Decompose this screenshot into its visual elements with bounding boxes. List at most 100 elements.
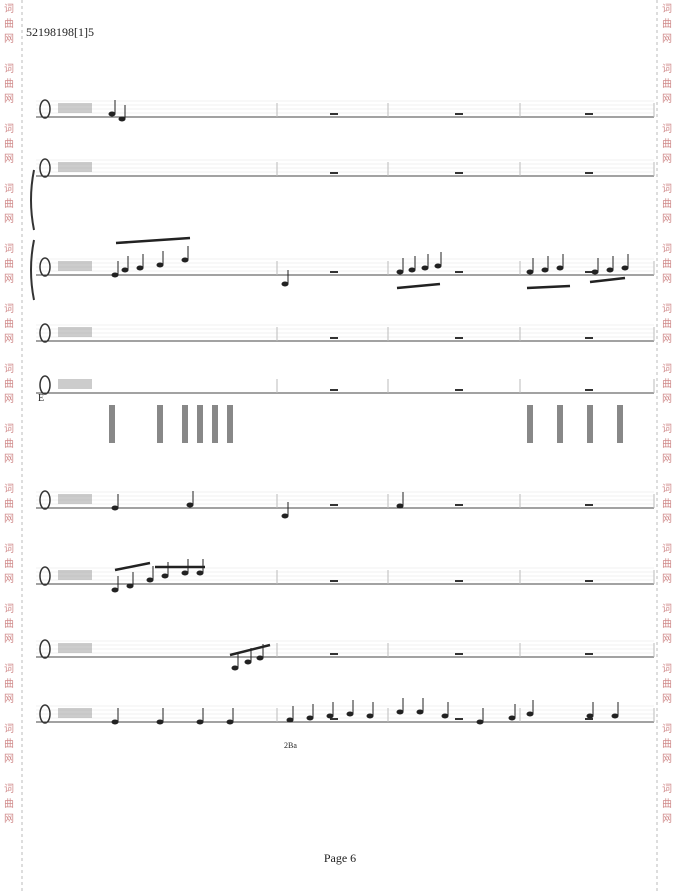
beam — [229, 643, 271, 657]
note-head — [136, 265, 144, 271]
percussion-note — [182, 405, 188, 443]
note-head — [396, 503, 404, 509]
clef — [39, 99, 51, 119]
watermark: 曲 — [662, 678, 672, 690]
note-head — [181, 257, 189, 263]
rest — [330, 271, 338, 273]
watermark: 网 — [4, 213, 14, 225]
note-head — [244, 659, 252, 665]
rest — [455, 718, 463, 720]
rest — [330, 113, 338, 115]
note-head — [161, 573, 169, 579]
watermark: 词 — [662, 183, 672, 195]
note-head — [286, 717, 294, 723]
clef — [39, 704, 51, 724]
watermark: 词 — [662, 603, 672, 615]
watermark: 曲 — [4, 18, 14, 30]
watermark: 词 — [662, 3, 672, 15]
note-head — [118, 116, 126, 122]
watermark: 曲 — [662, 798, 672, 810]
watermark: 词 — [662, 363, 672, 375]
watermark: 网 — [662, 633, 672, 645]
watermark: 曲 — [662, 558, 672, 570]
watermark: 词 — [4, 183, 14, 195]
rest — [455, 389, 463, 391]
watermark: 词 — [662, 663, 672, 675]
note-head — [441, 713, 449, 719]
percussion-note — [109, 405, 115, 443]
rest — [585, 113, 593, 115]
watermark: 网 — [662, 93, 672, 105]
percussion-note — [557, 405, 563, 443]
clef — [39, 323, 51, 343]
header-title: 52198198[1]5 — [26, 25, 94, 39]
percussion-note — [197, 405, 203, 443]
watermark: 网 — [662, 753, 672, 765]
watermark: 曲 — [4, 498, 14, 510]
note-head — [111, 719, 119, 725]
note-head — [591, 269, 599, 275]
rest — [585, 172, 593, 174]
rest — [585, 718, 593, 720]
percussion-note — [587, 405, 593, 443]
note-head — [621, 265, 629, 271]
note-head — [306, 715, 314, 721]
note-head — [408, 267, 416, 273]
watermark: 曲 — [662, 438, 672, 450]
note-head — [586, 713, 594, 719]
brace — [30, 169, 35, 301]
watermark: 词 — [662, 423, 672, 435]
note-head — [181, 570, 189, 576]
watermark: 词 — [662, 543, 672, 555]
note-head — [541, 267, 549, 273]
watermark: 网 — [4, 393, 14, 405]
clef — [39, 257, 51, 277]
clef — [39, 490, 51, 510]
note-head — [556, 265, 564, 271]
note-head — [416, 709, 424, 715]
watermark: 曲 — [4, 558, 14, 570]
percussion-note — [157, 405, 163, 443]
watermark: 曲 — [662, 378, 672, 390]
watermark: 网 — [4, 33, 14, 45]
watermark: 网 — [4, 273, 14, 285]
watermark: 词 — [662, 723, 672, 735]
watermark: 曲 — [662, 498, 672, 510]
watermark: 曲 — [4, 678, 14, 690]
percussion-label: E — [38, 393, 44, 404]
watermark: 词 — [4, 363, 14, 375]
watermark: 曲 — [4, 258, 14, 270]
note-head — [111, 272, 119, 278]
watermark: 网 — [662, 573, 672, 585]
rest — [585, 389, 593, 391]
watermark: 曲 — [4, 438, 14, 450]
note-head — [156, 719, 164, 725]
rest — [455, 580, 463, 582]
key-signature — [58, 643, 92, 653]
rest — [455, 172, 463, 174]
key-signature — [58, 494, 92, 504]
note-head — [196, 719, 204, 725]
watermark: 曲 — [662, 198, 672, 210]
clef — [39, 158, 51, 178]
watermark: 词 — [4, 663, 14, 675]
watermark: 词 — [4, 243, 14, 255]
watermark: 词 — [4, 423, 14, 435]
note-head — [611, 713, 619, 719]
note-head — [108, 111, 116, 117]
watermark: 词 — [4, 123, 14, 135]
watermark: 网 — [662, 513, 672, 525]
note-head — [231, 665, 239, 671]
rest — [330, 504, 338, 506]
rest — [330, 718, 338, 720]
key-signature — [58, 708, 92, 718]
watermark: 网 — [4, 573, 14, 585]
clef — [39, 639, 51, 659]
beam — [114, 561, 151, 572]
watermark: 曲 — [4, 618, 14, 630]
watermark: 词 — [4, 603, 14, 615]
watermark: 网 — [662, 813, 672, 825]
watermark: 词 — [662, 783, 672, 795]
